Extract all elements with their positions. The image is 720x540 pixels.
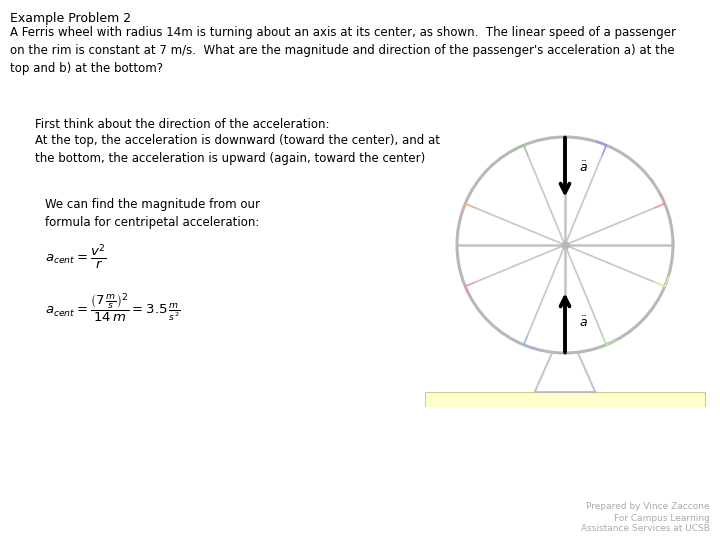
Text: First think about the direction of the acceleration:: First think about the direction of the a… [35, 118, 330, 131]
Text: At the top, the acceleration is downward (toward the center), and at
the bottom,: At the top, the acceleration is downward… [35, 134, 440, 165]
Text: For Campus Learning
Assistance Services at UCSB: For Campus Learning Assistance Services … [581, 514, 710, 534]
Text: A Ferris wheel with radius 14m is turning about an axis at its center, as shown.: A Ferris wheel with radius 14m is turnin… [10, 26, 676, 75]
Text: $a_{cent} = \dfrac{\left(7\,\frac{m}{s}\right)^2}{14\,m} = 3.5\,\frac{m}{s^2}$: $a_{cent} = \dfrac{\left(7\,\frac{m}{s}\… [45, 292, 181, 325]
Text: We can find the magnitude from our
formula for centripetal acceleration:: We can find the magnitude from our formu… [45, 198, 260, 229]
Text: Prepared by Vince Zaccone: Prepared by Vince Zaccone [586, 502, 710, 511]
Text: Example Problem 2: Example Problem 2 [10, 12, 131, 25]
Text: $\ddot{a}$: $\ddot{a}$ [579, 315, 588, 330]
Text: $a_{cent} = \dfrac{v^2}{r}$: $a_{cent} = \dfrac{v^2}{r}$ [45, 242, 107, 271]
Bar [425, 392, 706, 407]
Text: $\ddot{a}$: $\ddot{a}$ [579, 160, 588, 174]
